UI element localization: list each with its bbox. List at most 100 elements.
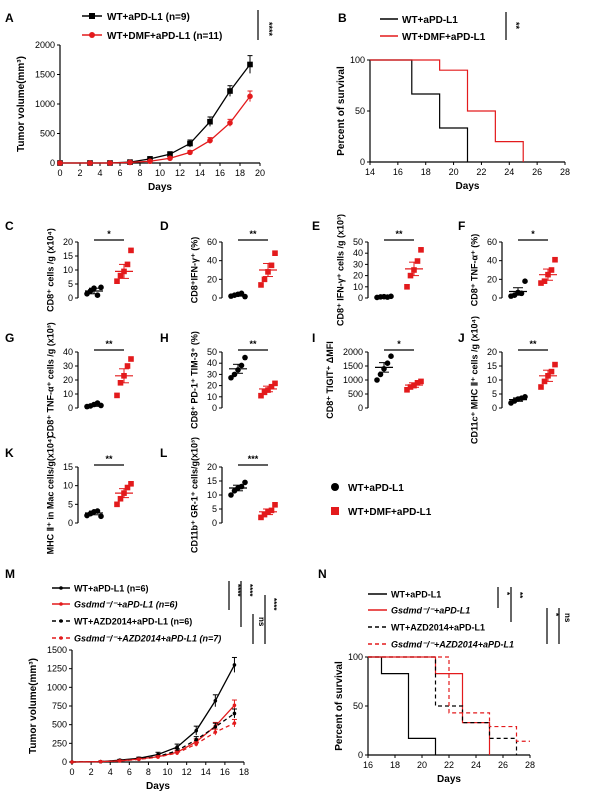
chart-m: M 0 250 500 750 1000 1250 1500 0 2 4 6 8 10 12 14 16 18 Da… [5,567,249,792]
data-point [232,663,237,667]
data-point [522,278,528,285]
y-tick-label: 20 [63,237,73,247]
y-axis-label: CD11c⁺ MHC Ⅱ⁺ cells /g (x10⁴) [470,316,480,444]
significance-label: * [551,613,560,617]
x-axis-label: Days [437,774,461,785]
y-tick-label: 20 [487,347,497,357]
y-axis-label: CD8⁺ cells /g (x10⁴) [46,228,56,312]
y-tick-label: 0 [358,293,363,303]
panel-letter: C [5,219,14,233]
legend-marker [59,602,63,606]
y-tick-label: 1500 [47,645,67,655]
y-axis-label: CD11b⁺ GR-1⁺ cells/g(x10³) [190,437,200,553]
series-line [370,59,524,162]
data-point [258,392,264,399]
data-point [213,698,218,703]
data-point [541,278,548,284]
panel-letter: L [160,446,167,460]
legend-label: WT+DMF+aPD-L1 [402,32,486,43]
chart-a: A 0 500 1000 1500 2000 0 2 4 6 8 10 12 14 16 18 20 Days Tu… [5,11,265,193]
significance-label: ** [515,592,524,599]
chart-d: D 0 20 40 60 CD8⁺IFN-γ⁺ (%) ** [160,219,278,303]
data-point [114,501,120,508]
data-point [261,276,268,283]
data-point [261,389,268,396]
x-tick-label: 14 [201,767,211,777]
data-point [114,278,120,284]
y-tick-label: 20 [63,375,73,385]
y-tick-label: 20 [207,274,217,284]
x-tick-label: 4 [97,168,102,178]
x-tick-label: 8 [146,767,151,777]
y-tick-label: 40 [207,358,217,368]
y-tick-label: 1000 [35,99,55,109]
data-point [258,514,264,521]
y-tick-label: 5 [492,389,497,399]
y-tick-label: 10 [487,375,497,385]
y-tick-label: 5 [212,504,217,514]
y-tick-label: 0 [212,518,217,528]
legend-label: Gsdmd⁻/⁻+aPD-L1 (n=6) [74,600,178,610]
y-tick-label: 40 [63,347,73,357]
data-point [552,256,558,263]
legend-label: WT+DMF+aPD-L1 [348,507,432,518]
series-line [71,712,235,763]
data-point [228,374,234,381]
data-point [231,371,238,378]
panel-letter: N [318,567,327,581]
chart-f: F 0 20 40 60 CD8⁺ TNF-α⁺ (%) * [458,219,558,306]
y-tick-label: 50 [353,237,363,247]
y-tick-label: 2000 [35,40,55,50]
data-point [98,759,103,764]
y-tick-label: 10 [207,392,217,402]
significance-label: ** [395,229,403,239]
y-axis-label: CD8⁺IFN-γ⁺ (%) [190,237,200,304]
panel-letter: M [5,567,15,581]
x-tick-label: 16 [220,767,230,777]
legend-label: WT+aPD-L1 (n=6) [74,584,149,594]
x-tick-label: 16 [393,167,403,177]
y-tick-label: 10 [63,265,73,275]
data-point [117,759,122,763]
y-tick-label: 0 [68,518,73,528]
data-point [107,160,113,166]
data-point [117,272,124,279]
y-tick-label: 0 [68,293,73,303]
x-tick-label: 14 [195,168,205,178]
chart-k: K 0 5 10 15 MHC Ⅱ⁺ in Mac cells/g(x10⁴) ** [5,436,134,554]
chart-c: C 0 5 10 15 20 CD8⁺ cells /g (x10⁴) * [5,219,134,312]
data-point [268,262,275,269]
y-tick-label: 15 [63,462,73,472]
y-tick-label: 50 [355,106,365,116]
x-tick-label: 6 [117,168,122,178]
data-point [98,284,104,291]
significance-label: **** [264,22,274,37]
legend-scatter: WT+aPD-L1 WT+DMF+aPD-L1 [331,483,432,518]
data-point [128,481,134,487]
y-tick-label: 10 [207,490,217,500]
y-tick-label: 40 [353,248,363,258]
x-tick-label: 22 [476,167,486,177]
panel-letter: J [458,331,465,345]
legend-label: WT+aPD-L1 [391,590,441,600]
data-point [70,760,74,764]
x-tick-label: 28 [525,760,535,770]
x-tick-label: 6 [127,767,132,777]
data-point [331,507,339,515]
x-tick-label: 24 [504,167,514,177]
panel-letter: H [160,331,169,345]
y-tick-label: 0 [360,157,365,167]
y-tick-label: 30 [207,369,217,379]
y-tick-label: 60 [487,237,497,247]
y-tick-label: 20 [487,274,497,284]
legend-label: Gsdmd⁻/⁻+AZD2014+aPD-L1 (n=7) [74,634,221,644]
panel-letter: I [312,331,315,345]
data-point [388,353,394,360]
x-tick-label: 18 [421,167,431,177]
significance-label: **** [233,584,242,597]
x-tick-label: 26 [498,760,508,770]
chart-b: B 0 50 100 14 16 18 20 22 24 26 28 Days Percent of su… [336,11,570,192]
panel-letter: F [458,219,465,233]
y-axis-label: Percent of survival [336,66,347,156]
data-point [94,292,101,299]
